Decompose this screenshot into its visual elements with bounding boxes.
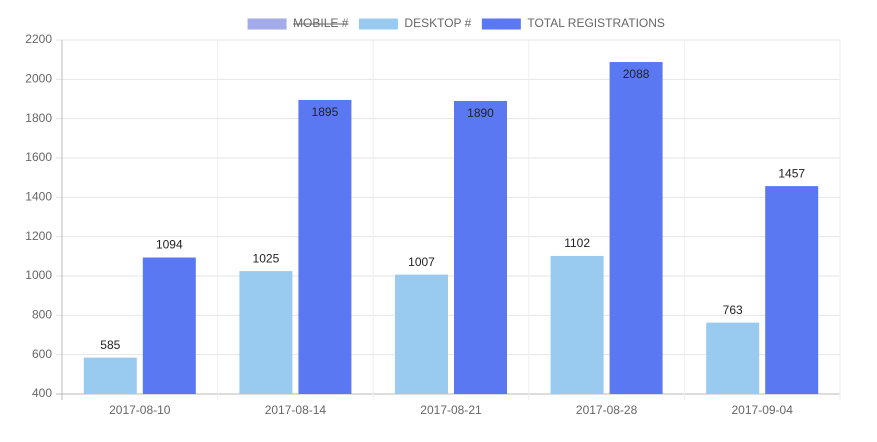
bar (83, 357, 137, 394)
legend-label[interactable]: DESKTOP # (404, 16, 471, 30)
data-label: 1102 (564, 236, 590, 250)
y-tick-label: 2000 (25, 72, 52, 86)
x-tick-label: 2017-08-21 (420, 403, 482, 417)
legend-swatch[interactable] (357, 17, 399, 31)
bar (395, 274, 448, 394)
y-tick-label: 800 (32, 308, 52, 322)
bar (239, 271, 293, 394)
data-label: 1890 (467, 106, 494, 120)
x-tick-label: 2017-08-28 (576, 403, 638, 417)
data-label: 1094 (156, 238, 183, 252)
y-tick-label: 2200 (25, 32, 52, 46)
data-label: 585 (100, 338, 120, 352)
x-tick-label: 2017-08-14 (265, 403, 327, 417)
y-tick-label: 1000 (25, 268, 52, 282)
bar (609, 62, 663, 394)
x-tick-label: 2017-08-10 (109, 403, 171, 417)
data-label: 1895 (312, 105, 339, 119)
y-tick-label: 400 (32, 386, 52, 400)
y-tick-label: 600 (32, 347, 52, 361)
bar (706, 322, 760, 394)
data-label: 1025 (253, 251, 280, 265)
x-tick-label: 2017-09-04 (732, 403, 794, 417)
data-label: 2088 (623, 67, 650, 81)
y-tick-label: 1200 (25, 229, 52, 243)
legend-swatch[interactable] (246, 17, 288, 31)
bar (454, 100, 507, 394)
data-label: 1457 (778, 166, 805, 180)
data-label: 1007 (408, 255, 435, 269)
bar (298, 99, 352, 394)
data-label: 763 (723, 303, 743, 317)
legend-swatch[interactable] (480, 17, 522, 31)
legend-label[interactable]: TOTAL REGISTRATIONS (527, 16, 665, 30)
bar (142, 257, 196, 394)
y-tick-label: 1600 (25, 150, 52, 164)
y-tick-label: 1400 (25, 190, 52, 204)
legend-label[interactable]: MOBILE # (293, 16, 349, 30)
y-tick-label: 1800 (25, 111, 52, 125)
bar (765, 186, 819, 394)
bar (550, 255, 604, 394)
